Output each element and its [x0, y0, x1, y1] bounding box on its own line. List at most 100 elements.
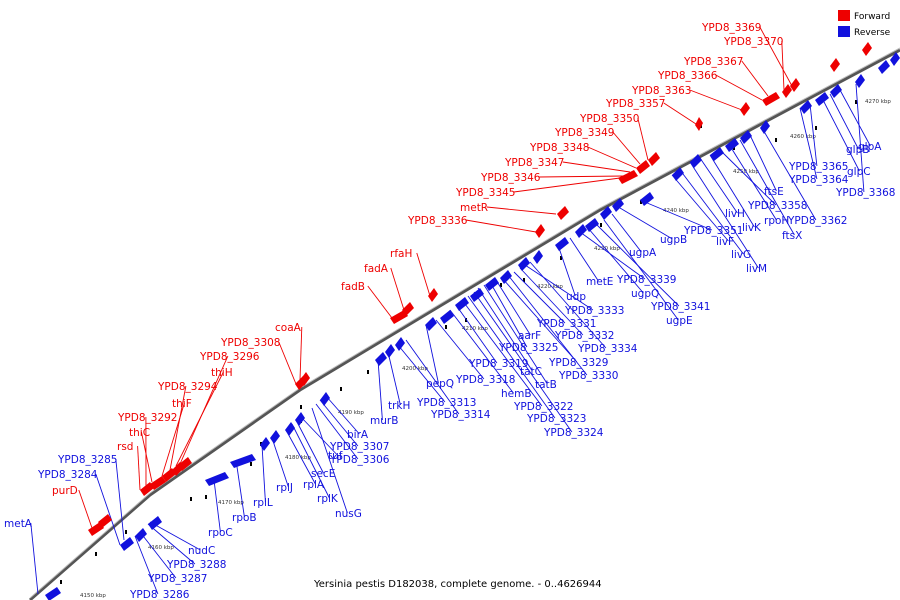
reverse-gene-label: tatC — [520, 366, 542, 378]
reverse-gene-label: hemB — [501, 388, 532, 400]
reverse-gene — [710, 147, 724, 161]
reverse-gene-label: YPD8_3307 — [329, 441, 389, 453]
tick-label: 4170 kbp — [218, 500, 244, 506]
reverse-gene-label: ugpA — [629, 247, 657, 259]
reverse-gene — [230, 454, 256, 468]
forward-leader — [169, 385, 187, 471]
reverse-gene-label: YPD8_3368 — [835, 187, 895, 199]
reverse-gene — [470, 288, 484, 302]
reverse-gene-label: nusG — [335, 508, 362, 520]
reverse-gene — [533, 250, 543, 264]
reverse-gene-label: YPD8_3358 — [747, 200, 807, 212]
reverse-gene — [45, 587, 61, 600]
tick-label: 4230 kbp — [594, 246, 620, 252]
forward-gene-label: YPD8_3346 — [480, 172, 541, 184]
map-caption: Yersinia pestis D182038, complete genome… — [313, 579, 602, 590]
forward-gene-label: coaA — [275, 322, 302, 334]
reverse-gene-label: YPD8_3306 — [329, 454, 390, 466]
reverse-leader — [455, 304, 498, 364]
forward-leader — [367, 285, 393, 319]
reverse-gene-label: glpB — [846, 144, 869, 156]
reverse-leader — [405, 339, 460, 415]
forward-gene — [150, 476, 166, 490]
legend-forward-label: Forward — [854, 12, 890, 22]
reverse-gene-label: metA — [4, 518, 33, 530]
reverse-gene-label: rpoB — [232, 512, 257, 524]
forward-gene — [636, 160, 650, 174]
reverse-gene — [485, 277, 499, 291]
forward-gene-label: YPD8_3350 — [579, 113, 639, 125]
reverse-leader — [699, 157, 738, 214]
reverse-gene-label: rpoC — [208, 527, 233, 539]
reverse-gene-label: ugpB — [660, 234, 687, 246]
reverse-gene-label: rpoH — [764, 215, 789, 227]
reverse-gene-label: ftsE — [764, 186, 784, 198]
forward-gene — [140, 482, 154, 496]
reverse-gene-label: YPD8_3332 — [554, 330, 614, 342]
reverse-leader — [513, 271, 566, 324]
reverse-gene-label: livF — [716, 236, 734, 248]
reverse-gene-label: YPD8_3313 — [416, 397, 476, 409]
reverse-gene-label: ugpE — [666, 315, 693, 327]
reverse-leader — [315, 403, 359, 460]
forward-gene — [402, 302, 414, 316]
reverse-leader — [709, 154, 755, 228]
reverse-gene — [760, 120, 770, 134]
reverse-gene-label: metE — [586, 276, 613, 288]
tick-label: 4200 kbp — [402, 366, 428, 372]
reverse-gene-label: YPD8_3318 — [455, 374, 515, 386]
reverse-gene — [425, 317, 437, 331]
reverse-leader — [295, 419, 324, 474]
reverse-gene — [518, 257, 530, 271]
tick-marks: 4150 kbp 4160 kbp 4170 kbp 4180 kbp 4190 kbp… — [60, 99, 891, 599]
reverse-gene — [890, 52, 900, 66]
reverse-leader — [473, 291, 573, 433]
forward-gene — [790, 78, 800, 92]
forward-gene — [740, 102, 750, 116]
forward-gene-label: thiF — [172, 398, 192, 410]
forward-gene-label: thiC — [129, 427, 150, 439]
reverse-gene — [455, 297, 469, 311]
forward-gene-label: YPD8_3294 — [157, 381, 218, 393]
reverse-leader — [449, 309, 514, 394]
forward-gene-label: thiH — [211, 367, 233, 379]
forward-leader — [538, 175, 625, 178]
reverse-leader — [619, 207, 673, 240]
forward-gene-label: YPD8_3367 — [683, 56, 743, 68]
forward-leader — [587, 146, 637, 169]
reverse-gene — [815, 92, 829, 106]
reverse-gene-label: tatB — [535, 379, 557, 391]
reverse-gene-label: livK — [742, 222, 762, 234]
forward-leader — [781, 40, 785, 91]
reverse-gene — [375, 352, 387, 366]
reverse-gene — [740, 130, 752, 144]
reverse-leader — [435, 319, 485, 380]
reverse-gene-label: YPD8_3284 — [37, 469, 98, 481]
reverse-gene — [500, 270, 512, 284]
reverse-leader — [671, 174, 729, 242]
forward-gene-label: rfaH — [390, 248, 412, 260]
reverse-leader — [115, 458, 125, 541]
reverse-gene-label: YPD8_3331 — [536, 318, 596, 330]
forward-leader — [741, 60, 769, 97]
forward-leader — [299, 326, 303, 381]
forward-gene — [98, 514, 112, 528]
reverse-gene-label: rplA — [303, 479, 325, 491]
forward-leader — [663, 102, 697, 125]
tick-label: 4260 kbp — [790, 134, 816, 140]
reverse-leader — [809, 103, 818, 167]
reverse-leader — [739, 139, 795, 236]
reverse-gene — [385, 344, 395, 358]
tick-label: 4240 kbp — [663, 208, 689, 214]
reverse-leader — [524, 264, 594, 311]
reverse-leader — [261, 444, 266, 503]
reverse-leader — [477, 287, 533, 372]
legend-reverse-label: Reverse — [854, 28, 891, 38]
forward-gene-label: YPD8_3369 — [701, 22, 761, 34]
reverse-gene-label: livH — [725, 208, 745, 220]
forward-gene — [428, 288, 438, 302]
reverse-leader — [95, 473, 121, 546]
reverse-leader — [719, 149, 777, 206]
reverse-leader — [799, 107, 818, 180]
